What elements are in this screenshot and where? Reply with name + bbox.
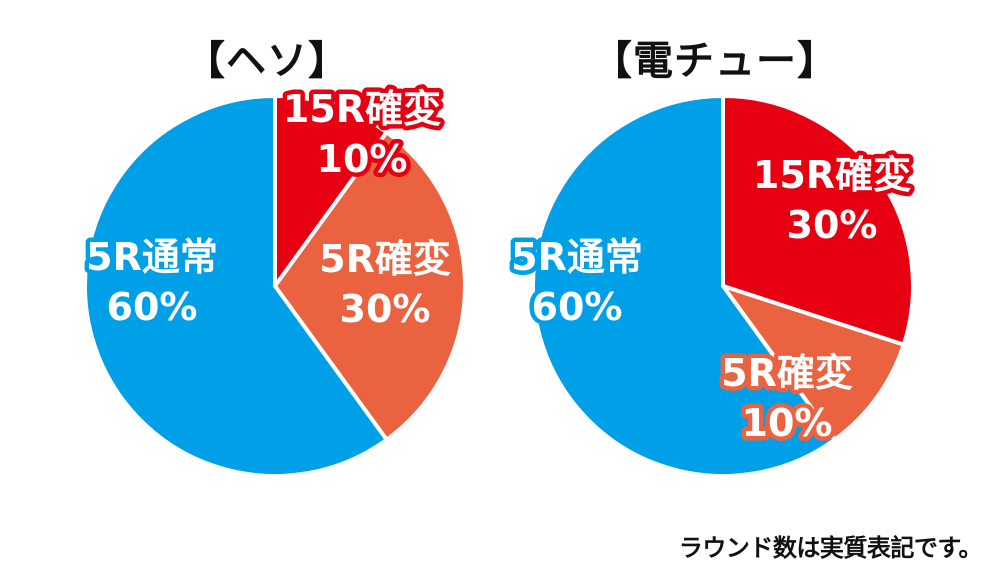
- pie-slice-tsujo-5r: [83, 94, 389, 478]
- pie-slice-tsujo-5r: [531, 94, 837, 478]
- slice-name-label: 5R通常: [511, 235, 643, 279]
- slice-name-label: 5R確変: [721, 351, 853, 395]
- slice-name-label: 15R確変: [283, 87, 441, 131]
- pie-chart-heso: 【ヘソ】 15R確変 10% 5R確変 30% 5R通常 60%: [0, 0, 500, 530]
- pie-svg: 15R確変 10% 5R確変 30% 5R通常 60%: [82, 83, 467, 478]
- pie-chart-denchu: 【電チュー】 15R確変 30% 5R確変 10% 5R通常 60%: [452, 0, 952, 530]
- slice-percent-label: 60%: [532, 285, 623, 329]
- slice-name-label: 15R確変: [753, 153, 911, 197]
- chart-title: 【ヘソ】: [185, 38, 349, 84]
- pie-svg: 15R確変 30% 5R確変 10% 5R通常 60%: [507, 94, 916, 478]
- slice-name-label: 5R確変: [319, 237, 451, 281]
- slice-percent-label: 30%: [340, 287, 431, 331]
- pie-slice-kakuhen-5r: [273, 130, 467, 442]
- slice-name-label: 5R通常: [86, 235, 218, 279]
- chart-title: 【電チュー】: [592, 38, 838, 84]
- footnote: ラウンド数は実質表記です。: [678, 534, 983, 562]
- pie-slice-kakuhen-15r: [273, 94, 389, 288]
- slice-percent-label: 10%: [742, 401, 833, 445]
- slice-percent-label: 30%: [787, 203, 878, 247]
- pie-slice-kakuhen-5r: [721, 284, 906, 442]
- pie-slice-kakuhen-15r: [721, 94, 915, 347]
- slice-percent-label: 60%: [107, 285, 198, 329]
- slice-percent-label: 10%: [317, 137, 408, 181]
